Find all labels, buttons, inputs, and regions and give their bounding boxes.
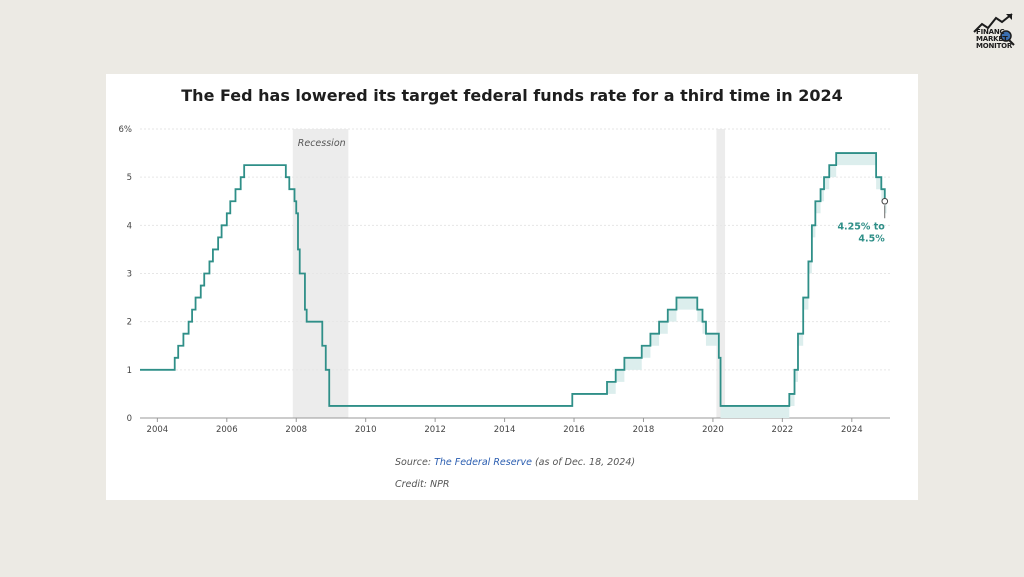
x-tick-label: 2020 (702, 425, 724, 435)
x-tick-label: 2016 (563, 425, 585, 435)
y-tick-label: 3 (127, 270, 132, 280)
chart-title: The Fed has lowered its target federal f… (181, 86, 843, 105)
annotation-line-1: 4.25% to (837, 221, 885, 232)
annotation-line-2: 4.5% (858, 233, 885, 244)
annotation-marker (881, 197, 889, 205)
x-tick-label: 2018 (633, 425, 655, 435)
y-tick-label: 2 (127, 318, 132, 328)
source-link[interactable]: The Federal Reserve (434, 457, 532, 468)
y-tick-label: 6% (119, 125, 133, 135)
logo-line-2: MARKET (976, 35, 1008, 43)
trend-arrow-magnifier-icon (973, 13, 1015, 46)
rate-chart: Recession 0 1 2 3 4 5 6% 2004 2006 2008 2010 2012 201… (119, 125, 890, 435)
x-tick-label: 2010 (355, 425, 377, 435)
x-tick-label: 2004 (147, 425, 169, 435)
y-tick-label: 4 (127, 221, 132, 231)
x-tick-label: 2006 (216, 425, 238, 435)
x-tick-label: 2014 (494, 425, 516, 435)
source-note: Source: The Federal Reserve (as of Dec. … (395, 457, 635, 468)
x-tick-label: 2024 (841, 425, 863, 435)
brand-logo: FINANC MARKET MONITOR (972, 12, 1020, 52)
x-tick-label: 2012 (424, 425, 446, 435)
chart-card: The Fed has lowered its target federal f… (106, 74, 918, 500)
credit-note: Credit: NPR (395, 479, 450, 490)
logo-line-3: MONITOR (976, 42, 1013, 50)
recession-label: Recession (298, 138, 346, 149)
source-suffix: (as of Dec. 18, 2024) (531, 457, 636, 468)
x-tick-label: 2022 (772, 425, 794, 435)
x-tick-label: 2008 (285, 425, 307, 435)
source-prefix: Source: (395, 457, 435, 468)
series-line-upper (140, 152, 887, 407)
y-tick-label: 0 (127, 414, 132, 424)
rate-range-fill (572, 153, 887, 418)
y-tick-label: 5 (127, 173, 132, 183)
logo-line-1: FINANC (976, 28, 1005, 36)
y-tick-label: 1 (127, 366, 132, 376)
